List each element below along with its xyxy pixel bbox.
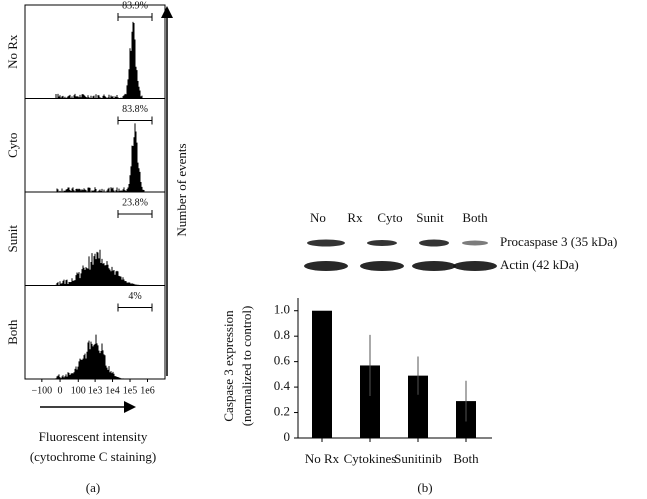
x-tick-label: 1e5: [123, 385, 137, 396]
gate: [117, 303, 153, 312]
x-label-note: (cytochrome C staining): [30, 449, 156, 464]
gate: [117, 13, 153, 21]
histogram: [55, 334, 124, 379]
blot-band: [360, 261, 404, 271]
panel-label: (a): [86, 480, 100, 495]
x-tick-label: 1e6: [140, 385, 154, 396]
gate-label: 83.9%: [122, 0, 148, 11]
y-label: Caspase 3 expression: [221, 310, 236, 422]
y-tick-label: 0: [284, 429, 291, 444]
bar: [360, 365, 380, 438]
bar: [408, 375, 428, 438]
lane-label: Rx: [347, 210, 363, 225]
x-tick-label: 0: [58, 385, 63, 396]
x-tick-label: Both: [453, 451, 479, 466]
blot-band: [412, 261, 456, 271]
gate: [117, 116, 153, 125]
y-tick-label: 1.0: [274, 302, 290, 317]
x-tick-label: 100: [71, 385, 86, 396]
x-tick-label: 1e4: [105, 385, 119, 396]
panel-label: (b): [417, 480, 432, 495]
y-label: Number of events: [174, 143, 189, 236]
bar: [312, 310, 332, 438]
row-label: Cyto: [5, 133, 20, 158]
blot-band: [453, 261, 497, 271]
x-tick-label: −100: [32, 385, 53, 396]
row-label: Both: [5, 319, 20, 345]
gate-label: 23.8%: [122, 197, 148, 208]
histogram: [55, 249, 140, 286]
x-tick-label: 1e3: [88, 385, 102, 396]
y-tick-label: 0.4: [274, 378, 291, 393]
gate-label: 4%: [128, 291, 141, 302]
band-label: Procaspase 3 (35 kDa): [500, 234, 617, 249]
blot-band: [304, 261, 348, 271]
y-label-note: (normalized to control): [239, 306, 254, 427]
x-tick-label: Sunitinib: [394, 451, 442, 466]
blot-band: [307, 239, 345, 247]
gate-label: 83.8%: [122, 104, 148, 115]
blot-band: [462, 240, 488, 246]
blot-band: [419, 239, 449, 247]
histogram: [55, 21, 143, 99]
lane-label: Sunit: [416, 210, 444, 225]
y-tick-label: 0.6: [274, 353, 291, 368]
lane-label: Cyto: [377, 210, 402, 225]
y-tick-label: 0.2: [274, 404, 290, 419]
band-label: Actin (42 kDa): [500, 257, 579, 272]
gate: [117, 210, 153, 218]
lane-label: No: [310, 210, 326, 225]
row-label: Sunit: [5, 225, 20, 253]
histogram-frame: [24, 4, 166, 99]
histogram: [56, 123, 145, 192]
y-tick-label: 0.8: [274, 327, 290, 342]
row-label: No Rx: [5, 34, 20, 69]
x-tick-label: No Rx: [305, 451, 340, 466]
lane-label: Both: [462, 210, 488, 225]
blot-band: [367, 240, 397, 246]
x-label: Fluorescent intensity: [39, 429, 148, 444]
x-tick-label: Cytokines: [344, 451, 397, 466]
